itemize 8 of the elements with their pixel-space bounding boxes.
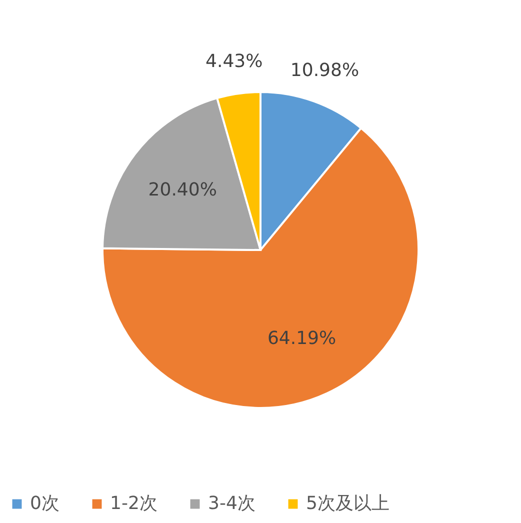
data-label: 64.19% bbox=[267, 328, 336, 349]
data-label: 10.98% bbox=[290, 60, 360, 82]
legend-label: 0次 bbox=[30, 493, 60, 514]
data-label: 4.43% bbox=[206, 50, 263, 72]
data-label: 20.40% bbox=[148, 180, 217, 201]
legend-label: 3-4次 bbox=[208, 493, 256, 514]
legend-label: 1-2次 bbox=[110, 493, 158, 514]
legend-label: 5次及以上 bbox=[306, 493, 390, 514]
